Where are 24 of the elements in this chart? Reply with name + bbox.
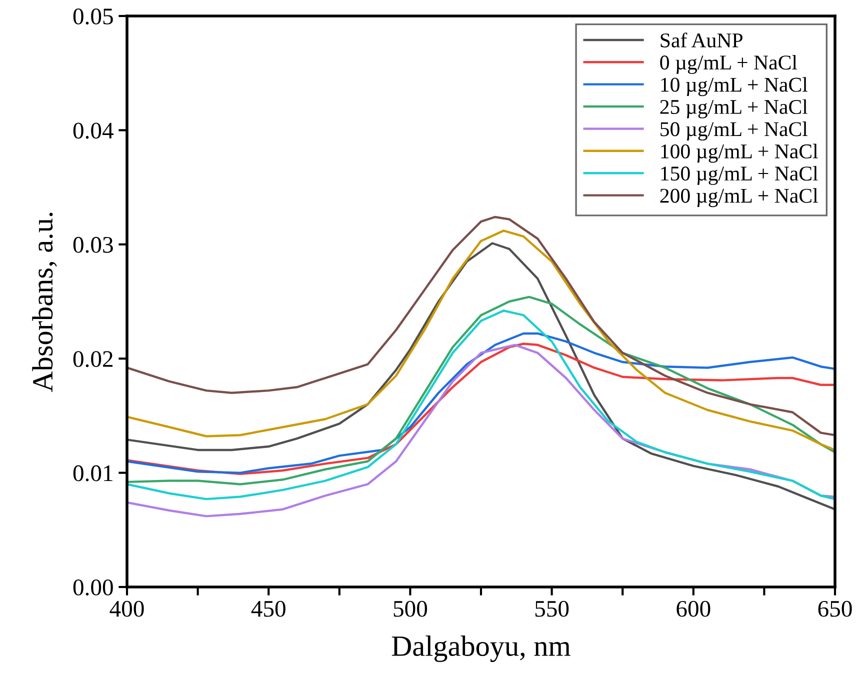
- x-tick-label: 600: [676, 600, 710, 617]
- legend-label: 100 µg/mL + NaCl: [661, 144, 818, 163]
- y-tick-label: 0.00: [73, 579, 113, 596]
- legend-label: 200 µg/mL + NaCl: [660, 188, 818, 208]
- line-series: [127, 242, 835, 510]
- y-tick-label: 0.04: [73, 122, 114, 139]
- y-tick-label: 0.03: [73, 236, 113, 253]
- x-tick-label: 550: [535, 600, 569, 617]
- x-tick-label: 450: [251, 600, 286, 617]
- y-tick-label: 0.01: [73, 465, 112, 482]
- y-axis-title: Absorbans, a.u.: [32, 212, 57, 392]
- legend-label: 50 µg/mL + NaCl: [660, 122, 808, 140]
- x-tick-label: 650: [818, 600, 852, 617]
- x-axis-title: Dalgaboyu, nm: [392, 635, 570, 662]
- legend-label: Saf AuNP: [660, 32, 742, 48]
- legend-label: 150 µg/mL + NaCl: [661, 166, 818, 185]
- legend-label: 0 µg/mL + NaCl: [660, 54, 798, 74]
- y-tick-label: 0.02: [73, 351, 113, 368]
- legend-label: 10 µg/mL + NaCl: [661, 77, 808, 96]
- x-tick-label: 400: [110, 600, 144, 617]
- legend-label: 25 µg/mL + NaCl: [660, 99, 808, 118]
- line-series: [127, 344, 835, 518]
- y-tick-label: 0.05: [73, 8, 113, 25]
- x-tick-label: 500: [394, 600, 428, 617]
